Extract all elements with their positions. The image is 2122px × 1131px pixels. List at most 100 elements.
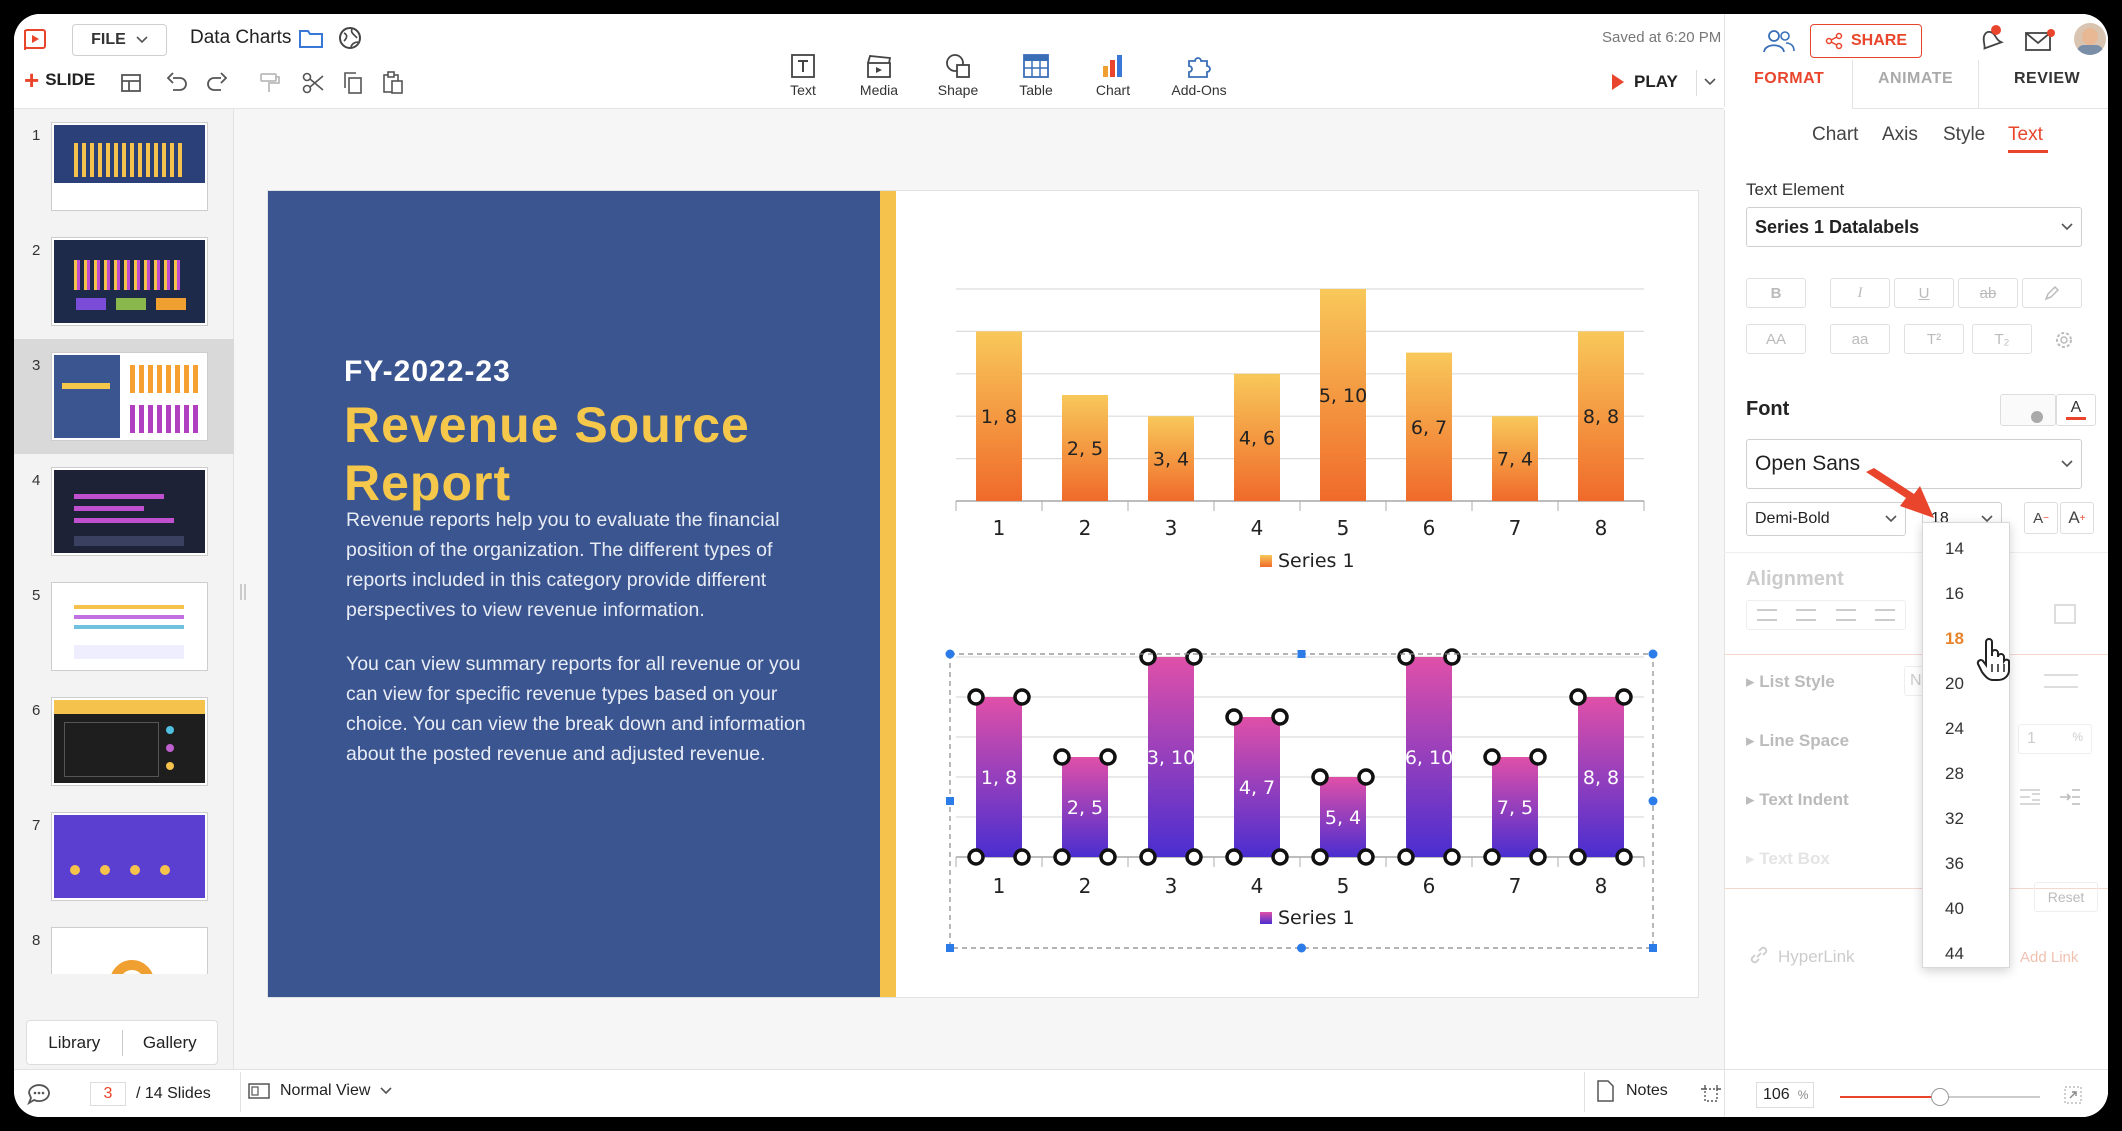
notes-button[interactable]: Notes	[1596, 1080, 1668, 1102]
reset-button[interactable]: Reset	[2034, 882, 2098, 912]
slide-subtitle[interactable]: FY-2022-23	[344, 355, 511, 388]
fullscreen-icon[interactable]	[2062, 1084, 2084, 1106]
slide-paragraph-1[interactable]: Revenue reports help you to evaluate the…	[346, 509, 780, 621]
slide-thumbnail[interactable]: 8	[14, 914, 234, 974]
font-size-option[interactable]: 44	[1945, 944, 1964, 963]
add-link-button[interactable]: Add Link	[2020, 949, 2079, 966]
zoom-slider-thumb[interactable]	[1931, 1088, 1949, 1106]
subtab-text[interactable]: Text	[2008, 124, 2043, 145]
list-style-row[interactable]: ▸ List Style	[1746, 672, 1835, 691]
superscript-button[interactable]: T²	[1904, 324, 1964, 354]
insert-text-button[interactable]: Text	[763, 52, 843, 98]
font-size-option[interactable]: 18	[1945, 629, 1964, 648]
subscript-button[interactable]: T₂	[1972, 324, 2032, 354]
format-painter-icon[interactable]	[256, 70, 282, 96]
undo-icon[interactable]	[164, 70, 190, 96]
line-space-row[interactable]: ▸ Line Space	[1746, 731, 1850, 750]
view-mode-select[interactable]: Normal View	[248, 1082, 392, 1100]
slide-canvas[interactable]: FY-2022-23 Revenue Source Report Revenue…	[268, 191, 1698, 997]
uppercase-button[interactable]: AA	[1746, 324, 1806, 354]
tab-animate[interactable]: ANIMATE	[1878, 70, 1954, 87]
font-color-button[interactable]: A	[2056, 394, 2096, 426]
bold-button[interactable]: B	[1746, 278, 1806, 308]
strikethrough-button[interactable]: ab	[1958, 278, 2018, 308]
align-left-icon[interactable]	[1756, 609, 1777, 621]
zoom-slider-track[interactable]	[1840, 1088, 2040, 1106]
slide-thumbnail[interactable]: 5	[14, 569, 234, 684]
vertical-align-icon[interactable]	[2054, 604, 2076, 624]
font-size-option[interactable]: 14	[1945, 539, 1964, 558]
outdent-icon[interactable]	[2018, 788, 2042, 806]
zoom-input[interactable]: 106 %	[1756, 1082, 1814, 1108]
font-size-option[interactable]: 24	[1945, 719, 1964, 738]
tab-review[interactable]: REVIEW	[2014, 70, 2081, 87]
cut-icon[interactable]	[300, 70, 326, 96]
font-size-option[interactable]: 16	[1945, 584, 1964, 603]
slide-thumbnail[interactable]: 4	[14, 454, 234, 569]
slide-thumbnail[interactable]: 1	[14, 109, 234, 224]
document-title[interactable]: Data Charts	[190, 27, 292, 48]
font-size-option[interactable]: 36	[1945, 854, 1964, 873]
redo-icon[interactable]	[204, 70, 230, 96]
text-indent-row[interactable]: ▸ Text Indent	[1746, 790, 1849, 809]
new-slide-button[interactable]: + SLIDE	[24, 67, 95, 93]
font-family-select[interactable]: Open Sans	[1746, 439, 2082, 489]
font-size-option[interactable]: 20	[1945, 674, 1964, 693]
layout-icon[interactable]	[118, 70, 144, 96]
font-bg-color-button[interactable]	[2000, 394, 2056, 426]
font-size-option[interactable]: 40	[1945, 899, 1964, 918]
font-weight-select[interactable]: Demi-Bold	[1746, 502, 1906, 536]
user-avatar[interactable]	[2074, 23, 2106, 55]
play-options-chevron-icon[interactable]	[1704, 78, 1716, 86]
insert-addons-button[interactable]: Add-Ons	[1159, 52, 1239, 98]
insert-shape-button[interactable]: Shape	[918, 52, 998, 98]
increase-font-button[interactable]: A +	[2060, 502, 2094, 534]
collaborators-icon[interactable]	[1762, 28, 1796, 54]
alignment-buttons[interactable]	[1746, 600, 1906, 630]
globe-icon[interactable]	[338, 26, 362, 50]
lowercase-button[interactable]: aa	[1830, 324, 1890, 354]
slide-thumbnail[interactable]: 7	[14, 799, 234, 914]
panel-resize-handle[interactable]	[240, 584, 246, 600]
folder-icon[interactable]	[298, 27, 324, 49]
play-button[interactable]: PLAY	[1612, 72, 1678, 92]
slide-thumbnail[interactable]: 2	[14, 224, 234, 339]
insert-table-button[interactable]: Table	[996, 52, 1076, 98]
slide-paragraph-2[interactable]: You can view summary reports for all rev…	[346, 653, 806, 765]
gallery-button[interactable]: Gallery	[142, 1032, 197, 1052]
copy-icon[interactable]	[340, 70, 366, 96]
current-slide-input[interactable]: 3	[90, 1082, 126, 1106]
share-button[interactable]: SHARE	[1810, 24, 1922, 58]
text-element-select[interactable]: Series 1 Datalabels	[1746, 207, 2082, 247]
chat-icon[interactable]	[26, 1082, 52, 1106]
decrease-font-button[interactable]: A −	[2024, 502, 2058, 534]
align-right-icon[interactable]	[1835, 609, 1856, 621]
insert-chart-button[interactable]: Chart	[1073, 52, 1153, 98]
underline-button[interactable]: U	[1894, 278, 1954, 308]
slide-title[interactable]: Revenue Source Report	[344, 397, 750, 511]
line-space-input[interactable]: 1 %	[2018, 724, 2092, 754]
highlight-button[interactable]	[2022, 278, 2082, 308]
fit-slide-icon[interactable]	[1700, 1084, 1722, 1106]
paste-icon[interactable]	[380, 70, 406, 96]
subtab-style[interactable]: Style	[1943, 124, 1986, 145]
align-center-icon[interactable]	[1796, 609, 1817, 621]
subtab-axis[interactable]: Axis	[1882, 124, 1918, 145]
notification-bell-icon[interactable]	[1974, 24, 2006, 56]
app-logo-icon[interactable]	[22, 26, 50, 54]
mail-icon[interactable]	[2024, 28, 2056, 54]
slide-thumbnail[interactable]: 3	[14, 339, 234, 454]
list-bullets-icon[interactable]	[2044, 674, 2078, 688]
align-justify-icon[interactable]	[1875, 609, 1896, 621]
file-menu-button[interactable]: FILE	[72, 24, 167, 56]
subtab-chart[interactable]: Chart	[1812, 124, 1859, 145]
text-box-row[interactable]: ▸ Text Box	[1746, 849, 1830, 868]
library-button[interactable]: Library	[48, 1032, 101, 1052]
font-size-option[interactable]: 28	[1945, 764, 1964, 783]
italic-button[interactable]: I	[1830, 278, 1890, 308]
indent-icon[interactable]	[2058, 788, 2082, 806]
insert-media-button[interactable]: Media	[839, 52, 919, 98]
font-size-option[interactable]: 32	[1945, 809, 1964, 828]
slide-thumbnail[interactable]: 6	[14, 684, 234, 799]
text-settings-gear-icon[interactable]	[2054, 330, 2074, 350]
